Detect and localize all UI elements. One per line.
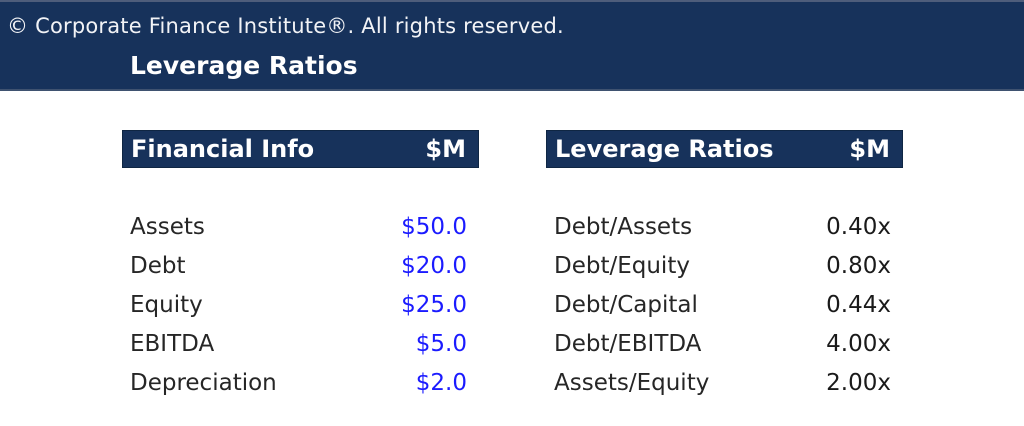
table-row: Debt/Capital 0.44x (546, 285, 903, 324)
table-row: Debt/Equity 0.80x (546, 246, 903, 285)
row-label-debt-ebitda: Debt/EBITDA (554, 330, 702, 357)
table-row: EBITDA $5.0 (122, 324, 479, 363)
row-label-assets: Assets (130, 213, 205, 240)
table-row: Assets/Equity 2.00x (546, 363, 903, 402)
page-title: Leverage Ratios (130, 51, 358, 80)
blank-row (122, 168, 479, 207)
row-label-debt: Debt (130, 252, 186, 279)
financial-info-header-title: Financial Info (131, 135, 315, 163)
ratio-cell-assets-equity: 2.00x (826, 369, 891, 396)
row-label-debt-capital: Debt/Capital (554, 291, 698, 318)
ratio-cell-debt-assets: 0.40x (826, 213, 891, 240)
financial-info-header-unit: $M (425, 135, 466, 163)
ratio-cell-debt-ebitda: 4.00x (826, 330, 891, 357)
input-cell-equity[interactable]: $25.0 (401, 291, 467, 318)
row-label-equity: Equity (130, 291, 203, 318)
table-row: Equity $25.0 (122, 285, 479, 324)
row-label-debt-equity: Debt/Equity (554, 252, 690, 279)
input-cell-debt[interactable]: $20.0 (401, 252, 467, 279)
table-row: Assets $50.0 (122, 207, 479, 246)
top-banner: © Corporate Finance Institute®. All righ… (0, 0, 1024, 91)
leverage-ratios-header-title: Leverage Ratios (555, 135, 774, 163)
leverage-ratios-table: Leverage Ratios $M Debt/Assets 0.40x Deb… (546, 130, 903, 402)
row-label-assets-equity: Assets/Equity (554, 369, 710, 396)
table-row: Debt $20.0 (122, 246, 479, 285)
row-label-ebitda: EBITDA (130, 330, 215, 357)
blank-row (546, 168, 903, 207)
ratio-cell-debt-equity: 0.80x (826, 252, 891, 279)
financial-info-header: Financial Info $M (122, 130, 479, 168)
input-cell-assets[interactable]: $50.0 (401, 213, 467, 240)
input-cell-ebitda[interactable]: $5.0 (415, 330, 467, 357)
table-row: Debt/EBITDA 4.00x (546, 324, 903, 363)
leverage-ratios-header: Leverage Ratios $M (546, 130, 903, 168)
leverage-ratios-header-unit: $M (849, 135, 890, 163)
input-cell-depreciation[interactable]: $2.0 (415, 369, 467, 396)
row-label-depreciation: Depreciation (130, 369, 277, 396)
ratio-cell-debt-capital: 0.44x (826, 291, 891, 318)
row-label-debt-assets: Debt/Assets (554, 213, 693, 240)
table-row: Debt/Assets 0.40x (546, 207, 903, 246)
financial-info-table: Financial Info $M Assets $50.0 Debt $20.… (122, 130, 479, 402)
table-row: Depreciation $2.0 (122, 363, 479, 402)
copyright-text: © Corporate Finance Institute®. All righ… (7, 14, 564, 38)
